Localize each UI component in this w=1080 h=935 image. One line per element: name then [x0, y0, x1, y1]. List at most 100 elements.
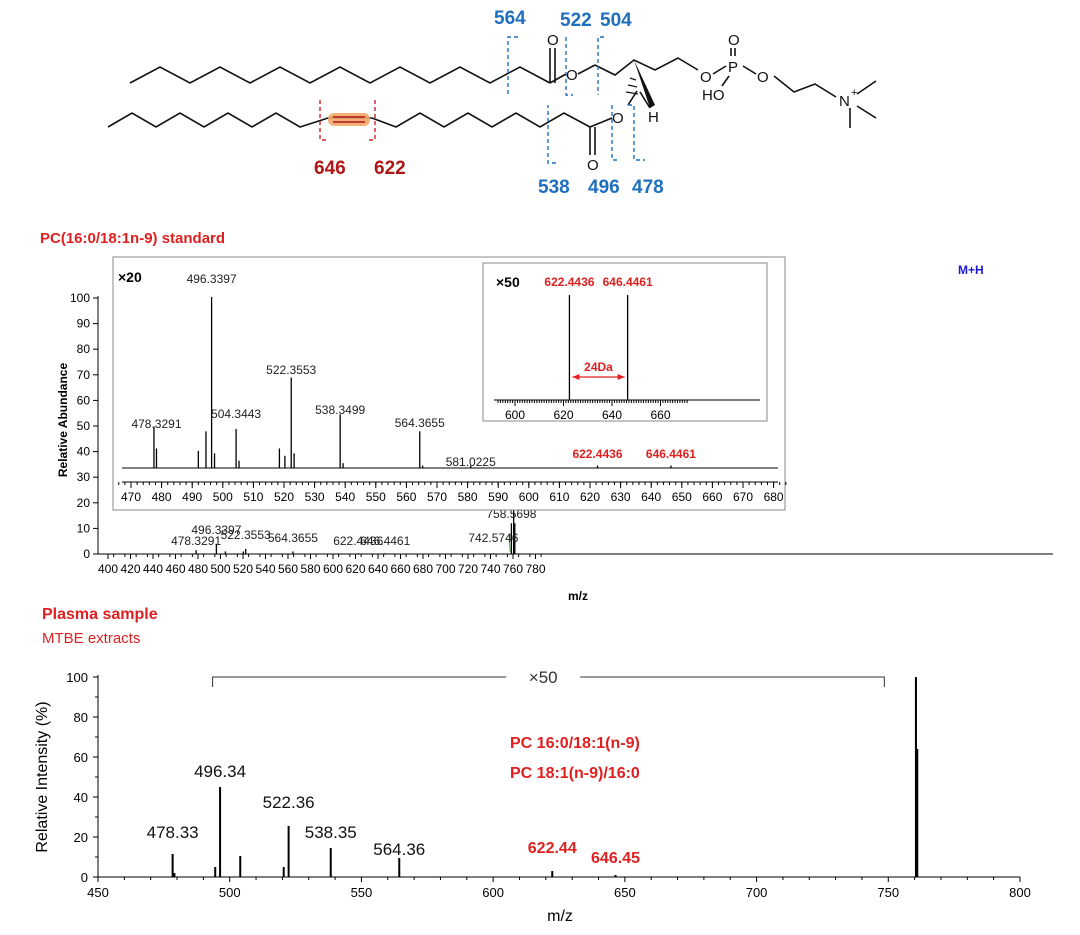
inset1-x-tick-label: 650 — [672, 490, 692, 504]
atom-o-ester1: O — [566, 67, 578, 84]
inset1-x-tick-label: 490 — [182, 490, 202, 504]
panel1-y-tick-label: 60 — [77, 393, 91, 407]
inset2-peak-label: 622.4436 — [544, 275, 594, 289]
panel1-x-tick-label: 580 — [300, 562, 320, 576]
atom-o-carbonyl1: O — [547, 32, 559, 49]
panel1-y-tick-label: 30 — [77, 470, 91, 484]
panel2-x-tick-label: 600 — [482, 885, 504, 900]
inset1-x-tick-label: 620 — [580, 490, 600, 504]
inset2-x-tick-label: 640 — [602, 408, 622, 422]
panel1-x-tick-label: 520 — [233, 562, 253, 576]
inset2-x-tick-label: 620 — [553, 408, 573, 422]
inset1-peak-label: 496.3397 — [187, 272, 237, 286]
atom-n: N — [839, 93, 850, 110]
panel1-x-tick-label: 500 — [210, 562, 230, 576]
panel1-y-tick-label: 80 — [77, 342, 91, 356]
cleavage-label-646: 646 — [314, 158, 346, 179]
panel1-x-tick-label: 640 — [368, 562, 388, 576]
hashed-wedge — [625, 77, 639, 95]
panel2-peak-label: 622.44 — [528, 840, 577, 857]
panel2-x-tick-label: 500 — [219, 885, 241, 900]
panel1-x-tick-label: 480 — [188, 562, 208, 576]
panel1-y-tick-label: 20 — [77, 496, 91, 510]
panel2-x-tick-label: 650 — [614, 885, 636, 900]
panel2-peak-label: 522.36 — [263, 793, 315, 812]
panel1-x-tick-label: 780 — [525, 562, 545, 576]
inset1-x-tick-label: 530 — [305, 490, 325, 504]
inset1-peak-label: 564.3655 — [395, 416, 445, 430]
inset1-x-tick-label: 680 — [764, 490, 784, 504]
panel1-peak-label: 622.4436 — [333, 534, 383, 548]
panel1-x-tick-label: 600 — [323, 562, 343, 576]
atom-o-choline: O — [757, 69, 769, 86]
panel2-peak-label: 564.36 — [373, 840, 425, 859]
panel1-y-tick-label: 100 — [70, 291, 90, 305]
panel1-peak-label: 496.3397 — [191, 523, 241, 537]
annotation-pc-18-16: PC 18:1(n-9)/16:0 — [510, 765, 640, 782]
cleavage-label-622: 622 — [374, 158, 406, 179]
inset1-x-tick-label: 660 — [702, 490, 722, 504]
atom-o-link: O — [700, 69, 712, 86]
panel2-x-tick-label: 800 — [1009, 885, 1031, 900]
panel1-peak-label: 742.5746 — [468, 531, 518, 545]
panel1-peak-label: 522.3553 — [221, 528, 271, 542]
panel1-x-tick-label: 420 — [120, 562, 140, 576]
annotation-pc-16-18: PC 16:0/18:1(n-9) — [510, 735, 640, 752]
panel1-y-tick-label: 10 — [77, 521, 91, 535]
inset1-x-tick-label: 640 — [641, 490, 661, 504]
atom-o-ester2: O — [612, 110, 624, 127]
span-label: 24Da — [584, 360, 613, 374]
atom-h: H — [648, 109, 659, 126]
panel1-x-tick-label: 660 — [390, 562, 410, 576]
inset1-peak-label: 538.3499 — [315, 403, 365, 417]
inset1-peak-label: 581.0225 — [446, 455, 496, 469]
mh-label: M+H — [958, 263, 984, 277]
panel1-xlabel: m/z — [568, 589, 588, 603]
panel2-x-tick-label: 550 — [351, 885, 373, 900]
inset1-x-tick-label: 590 — [488, 490, 508, 504]
panel2-y-tick-label: 0 — [81, 870, 88, 885]
atom-o-carbonyl2: O — [587, 157, 599, 174]
inset1-x-tick-label: 570 — [427, 490, 447, 504]
panel1-peak-label: 646.4461 — [360, 534, 410, 548]
inset1-x-tick-label: 520 — [274, 490, 294, 504]
span-arrow-head-left — [572, 374, 580, 380]
panel2-x-tick-label: 450 — [87, 885, 109, 900]
cleavage-label-522: 522 — [560, 10, 592, 31]
inset1-x-tick-label: 670 — [733, 490, 753, 504]
inset1-peak-label: 622.4436 — [572, 447, 622, 461]
span-arrow-head-right — [617, 374, 625, 380]
panel1-x-tick-label: 440 — [143, 562, 163, 576]
panel1-y-tick-label: 50 — [77, 419, 91, 433]
panel1-x-tick-label: 540 — [255, 562, 275, 576]
panel2-y-tick-label: 60 — [74, 750, 88, 765]
zoom-bracket-left — [212, 676, 507, 687]
inset1-x-tick-label: 550 — [366, 490, 386, 504]
inset1-x-tick-label: 560 — [396, 490, 416, 504]
inset2-peak-label: 646.4461 — [603, 275, 653, 289]
panel1-x-tick-label: 760 — [503, 562, 523, 576]
cleavage-label-564: 564 — [494, 8, 526, 29]
atom-n-charge: + — [851, 87, 857, 99]
panel1-green-marker — [508, 533, 511, 553]
panel2-peak-label: 496.34 — [194, 762, 246, 781]
ester2-bond — [589, 117, 613, 128]
ester1-bond — [549, 73, 567, 84]
inset1-zoom: ×20 — [118, 269, 142, 285]
double-bond-brackets — [319, 100, 376, 141]
inset1-peak-label: 504.3443 — [211, 407, 261, 421]
cleavage-brackets — [507, 36, 645, 164]
inset1-peak-label: 522.3553 — [266, 363, 316, 377]
atom-ho: HO — [702, 87, 725, 104]
inset1-peak-label: 646.4461 — [646, 447, 696, 461]
panel1-x-tick-label: 560 — [278, 562, 298, 576]
inset1-x-tick-label: 600 — [519, 490, 539, 504]
inset2-x-tick-label: 660 — [650, 408, 670, 422]
panel1-title: PC(16:0/18:1n-9) standard — [40, 230, 225, 247]
panel2-y-tick-label: 40 — [74, 790, 88, 805]
panel2-xlabel: m/z — [547, 908, 573, 925]
panel1-x-tick-label: 400 — [98, 562, 118, 576]
glycerol-backbone — [594, 57, 699, 76]
atom-p: P — [728, 59, 738, 76]
panel1-x-tick-label: 720 — [458, 562, 478, 576]
